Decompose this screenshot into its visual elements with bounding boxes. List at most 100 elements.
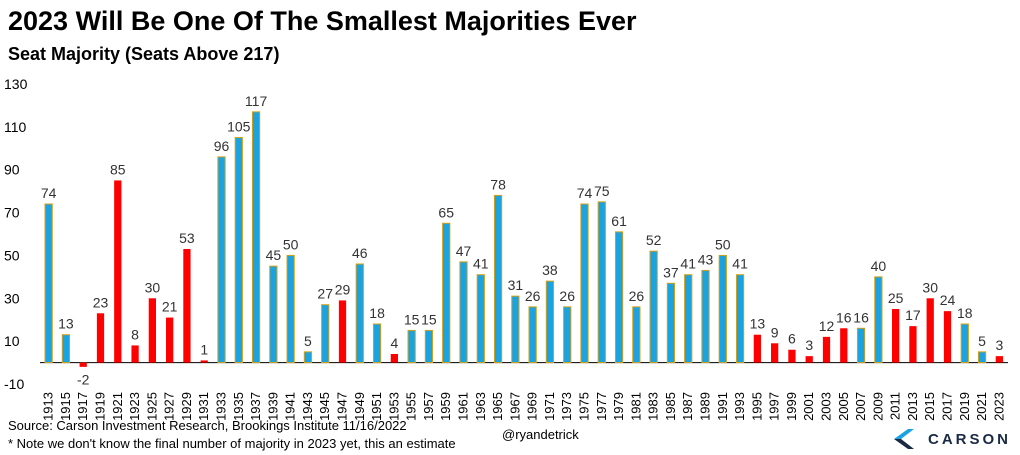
- x-tick-label-2003: 2003: [819, 392, 834, 421]
- data-label-1935: 105: [227, 119, 251, 135]
- data-label-1947: 29: [335, 281, 351, 297]
- data-label-1951: 18: [369, 305, 385, 321]
- data-label-1987: 41: [680, 256, 696, 272]
- data-label-2005: 16: [836, 309, 852, 325]
- data-label-1969: 26: [525, 288, 541, 304]
- bar-1977: [597, 201, 606, 364]
- x-tick-label-1965: 1965: [490, 392, 505, 421]
- data-label-1967: 31: [508, 277, 524, 293]
- carson-logo: CARSON: [892, 426, 1014, 452]
- data-label-2009: 40: [871, 258, 887, 274]
- x-tick-label-1939: 1939: [265, 392, 280, 421]
- x-tick-label-1915: 1915: [58, 392, 73, 421]
- x-tick-label-1947: 1947: [335, 392, 350, 421]
- bar-1917: [79, 362, 87, 367]
- bar-1969: [528, 306, 537, 364]
- y-tick-label: 130: [4, 76, 28, 92]
- x-tick-label-1941: 1941: [283, 392, 298, 421]
- bar-2015: [926, 298, 934, 363]
- data-label-1929: 53: [179, 230, 195, 246]
- data-label-2019: 18: [957, 305, 973, 321]
- chart-title: 2023 Will Be One Of The Smallest Majorit…: [8, 6, 637, 36]
- data-label-1945: 27: [317, 286, 333, 302]
- bar-1929: [183, 249, 191, 363]
- x-tick-label-1999: 1999: [784, 392, 799, 421]
- bar-2005: [840, 328, 848, 363]
- bar-1967: [511, 295, 520, 364]
- bar-1915: [61, 334, 71, 364]
- bar-1973: [563, 306, 572, 364]
- x-tick-label-1931: 1931: [196, 392, 211, 421]
- x-tick-label-1969: 1969: [525, 392, 540, 421]
- y-tick-label: 70: [4, 205, 20, 221]
- x-tick-label-2017: 2017: [940, 392, 955, 421]
- bar-1957: [424, 329, 434, 364]
- data-label-1997: 9: [771, 324, 779, 340]
- data-label-1953: 4: [390, 335, 398, 351]
- data-label-1915: 13: [58, 316, 74, 332]
- x-tick-label-1997: 1997: [767, 392, 782, 421]
- data-label-1923: 8: [131, 326, 139, 342]
- x-tick-label-1943: 1943: [300, 392, 315, 421]
- data-label-1913: 74: [41, 185, 57, 201]
- x-tick-label-1929: 1929: [179, 392, 194, 421]
- data-label-1975: 74: [577, 185, 593, 201]
- x-tick-label-1937: 1937: [248, 392, 263, 421]
- data-label-1949: 46: [352, 245, 368, 261]
- bar-1963: [476, 274, 485, 364]
- data-label-1979: 61: [611, 213, 627, 229]
- x-tick-label-2005: 2005: [836, 392, 851, 421]
- bar-1985: [666, 282, 676, 364]
- data-label-1963: 41: [473, 256, 489, 272]
- data-label-1991: 50: [715, 236, 731, 252]
- bar-1919: [96, 313, 105, 363]
- x-tick-label-1989: 1989: [698, 392, 713, 421]
- y-tick-label: 10: [4, 333, 20, 349]
- data-label-1973: 26: [559, 288, 575, 304]
- data-label-1989: 43: [698, 251, 714, 267]
- bar-1979: [614, 231, 624, 364]
- x-tick-label-2021: 2021: [974, 392, 989, 421]
- y-tick-label: -10: [4, 376, 24, 392]
- x-tick-label-1979: 1979: [611, 392, 626, 421]
- bar-1965: [493, 194, 503, 364]
- bar-1933: [217, 156, 226, 364]
- data-label-2007: 16: [853, 309, 869, 325]
- data-label-1993: 41: [732, 256, 748, 272]
- bar-1987: [684, 274, 693, 364]
- bars-group: [44, 111, 1003, 367]
- bar-1951: [372, 323, 382, 364]
- data-label-2003: 12: [819, 318, 835, 334]
- x-tick-label-1945: 1945: [317, 392, 332, 421]
- x-tick-label-2015: 2015: [922, 392, 937, 421]
- x-tick-label-1955: 1955: [404, 392, 419, 421]
- bar-1991: [718, 254, 727, 364]
- x-tick-label-2013: 2013: [905, 392, 920, 421]
- bar-1927: [166, 317, 174, 363]
- x-tick-label-1975: 1975: [577, 392, 592, 421]
- x-tick-label-1953: 1953: [386, 392, 401, 421]
- x-axis: 1913 1915 1917 1919 1921 1923 1925 1927 1929 1931…: [41, 392, 1007, 421]
- bar-2011: [892, 309, 900, 363]
- x-tick-label-1959: 1959: [438, 392, 453, 421]
- x-tick-label-1949: 1949: [352, 392, 367, 421]
- data-label-1917: -2: [77, 372, 90, 388]
- x-tick-label-1917: 1917: [75, 392, 90, 421]
- x-tick-label-2007: 2007: [853, 392, 868, 421]
- data-label-1965: 78: [490, 176, 506, 192]
- y-tick-label: 30: [4, 290, 20, 306]
- bar-1981: [632, 306, 641, 364]
- bar-1945: [321, 304, 330, 364]
- x-tick-label-1935: 1935: [231, 392, 246, 421]
- x-tick-label-1913: 1913: [41, 392, 56, 421]
- data-label-2015: 30: [922, 279, 938, 295]
- x-tick-label-1983: 1983: [646, 392, 661, 421]
- data-label-1937: 117: [245, 93, 268, 109]
- x-tick-label-1925: 1925: [144, 392, 159, 421]
- bar-1935: [234, 137, 243, 364]
- x-tick-label-1993: 1993: [732, 392, 747, 421]
- bar-2019: [960, 323, 969, 364]
- x-tick-label-2001: 2001: [801, 392, 816, 421]
